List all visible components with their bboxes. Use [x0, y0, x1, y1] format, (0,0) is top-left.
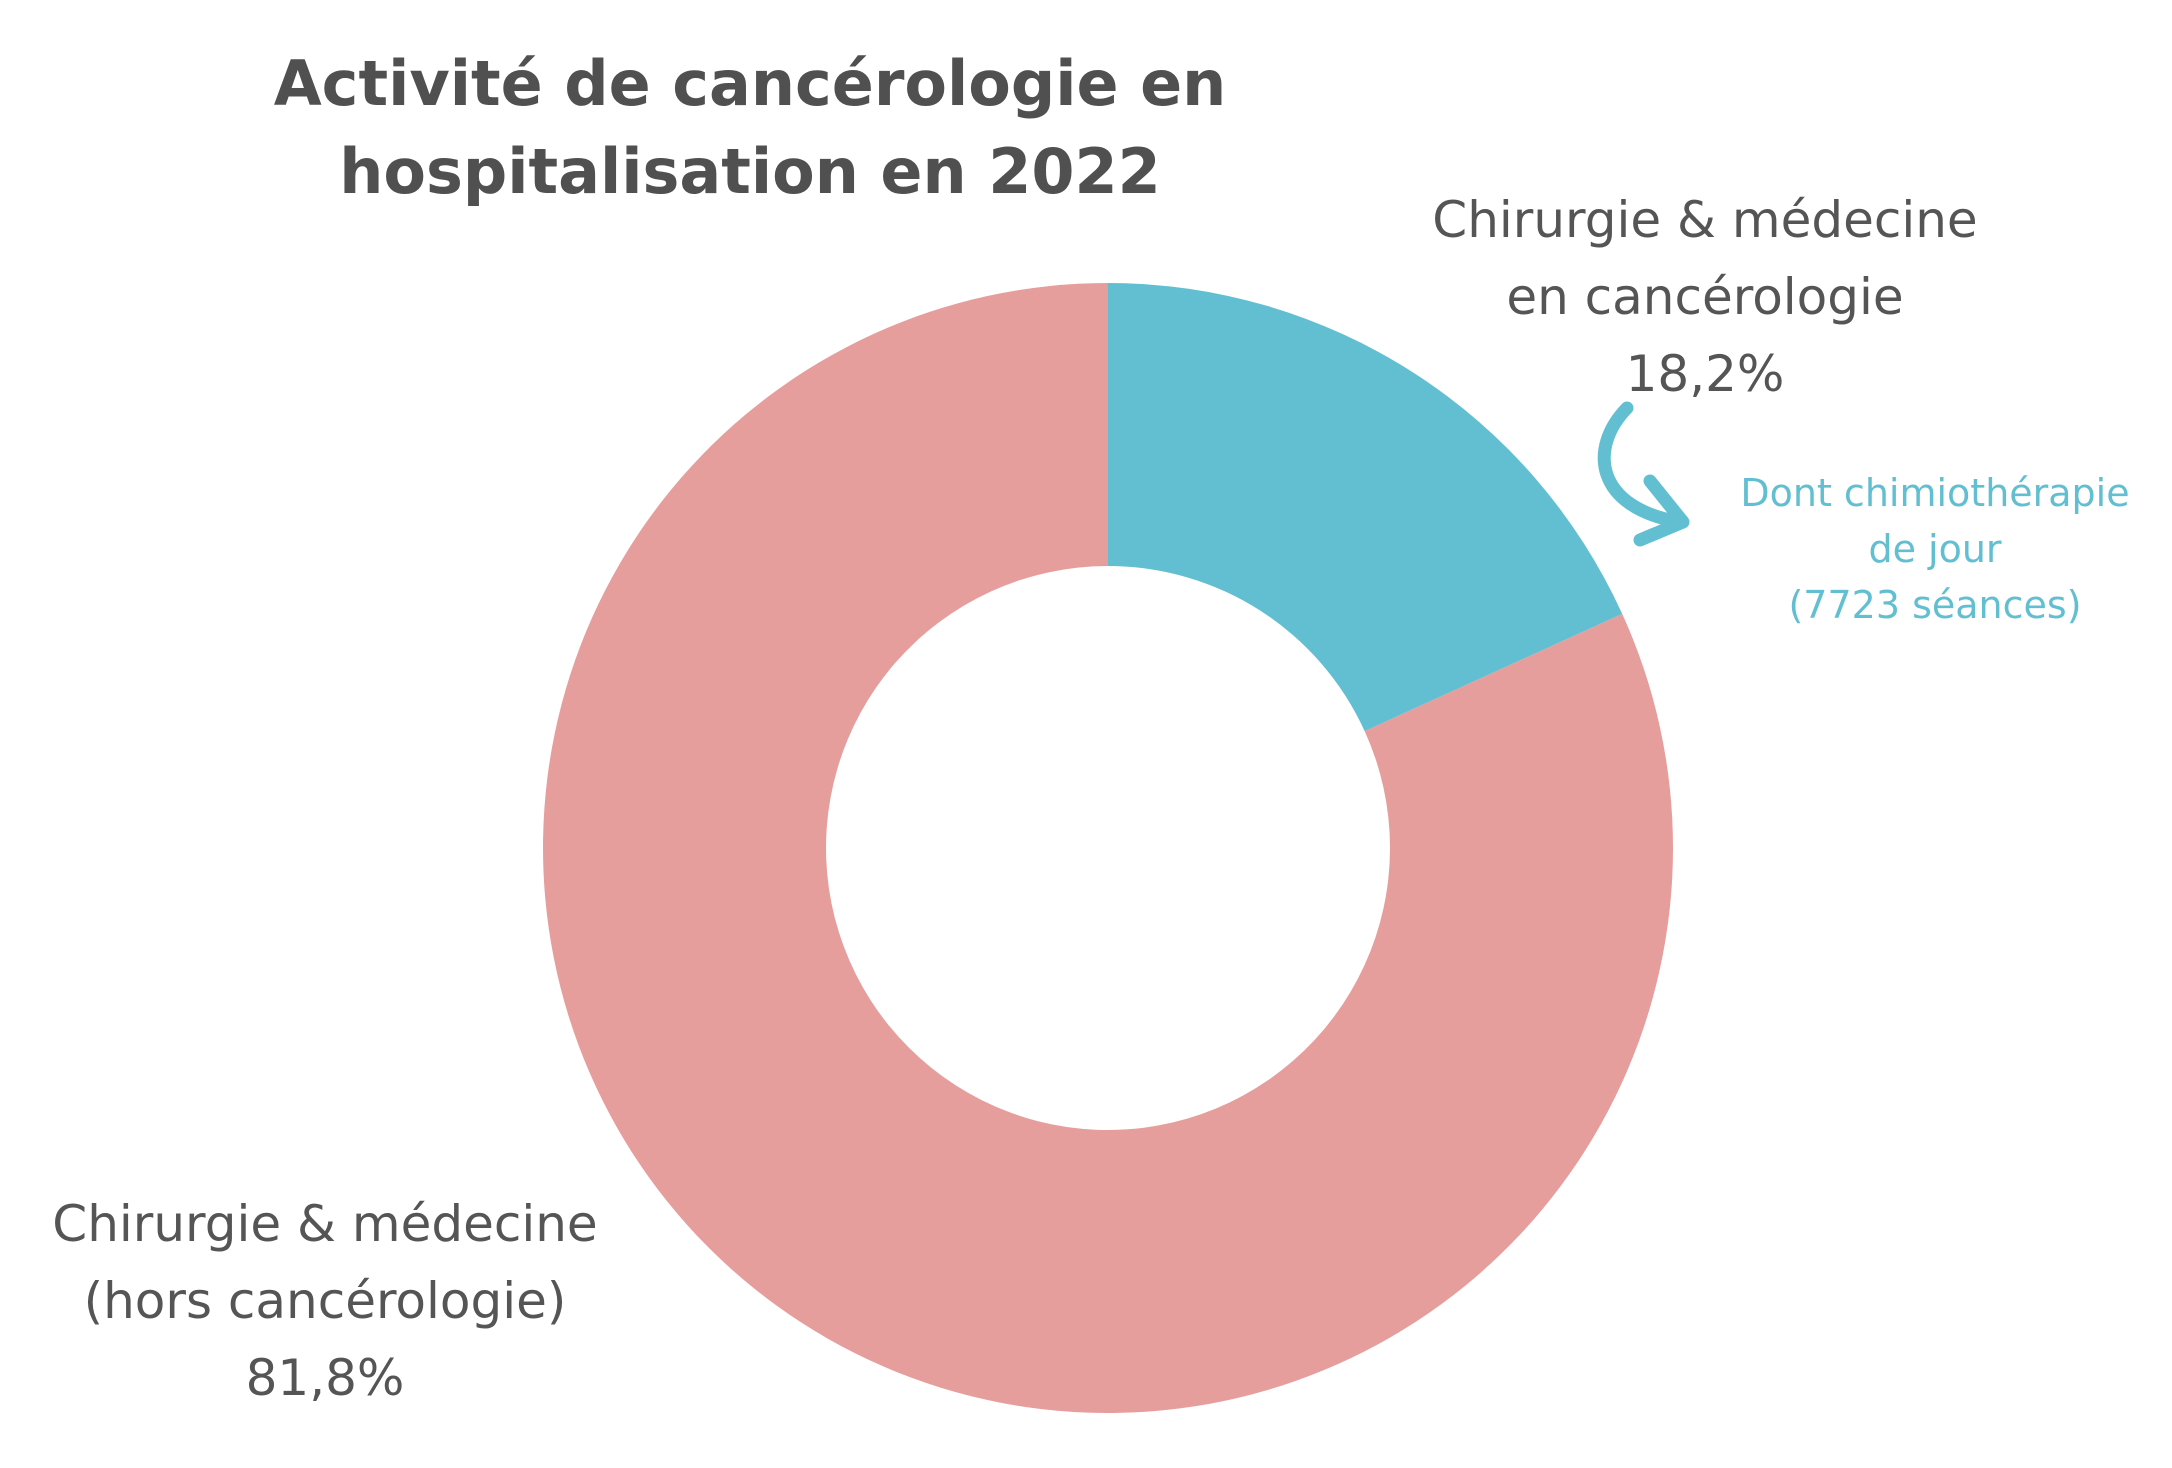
chart-title: Activité de cancérologie en hospitalisat…	[200, 40, 1300, 216]
slice-label-hors-cancerologie: Chirurgie & médecine (hors cancérologie)…	[0, 1186, 650, 1417]
slice-value-hors-cancerologie: 81,8%	[245, 1349, 405, 1407]
chart-title-line-2: hospitalisation en 2022	[339, 135, 1161, 208]
slice-label-cancerologie-line-1: Chirurgie & médecine	[1432, 191, 1978, 249]
slice-label-cancerologie: Chirurgie & médecine en cancérologie 18,…	[1355, 182, 2055, 413]
donut-slices	[543, 283, 1673, 1413]
annotation-line-3: (7723 séances)	[1788, 583, 2082, 627]
annotation-chimiotherapie: Dont chimiothérapie de jour (7723 séance…	[1700, 465, 2170, 633]
annotation-line-1: Dont chimiothérapie	[1740, 471, 2130, 515]
slice-value-cancerologie: 18,2%	[1625, 345, 1785, 403]
donut-slice-cancerologie	[1108, 283, 1623, 732]
slice-label-hors-cancerologie-line-2: (hors cancérologie)	[83, 1272, 567, 1330]
curved-arrow-icon	[1597, 401, 1690, 547]
slice-label-cancerologie-line-2: en cancérologie	[1506, 268, 1904, 326]
chart-title-line-1: Activité de cancérologie en	[273, 47, 1227, 120]
annotation-line-2: de jour	[1868, 527, 2002, 571]
donut-slice-hors-cancerologie	[543, 283, 1673, 1413]
slice-label-hors-cancerologie-line-1: Chirurgie & médecine	[52, 1195, 598, 1253]
